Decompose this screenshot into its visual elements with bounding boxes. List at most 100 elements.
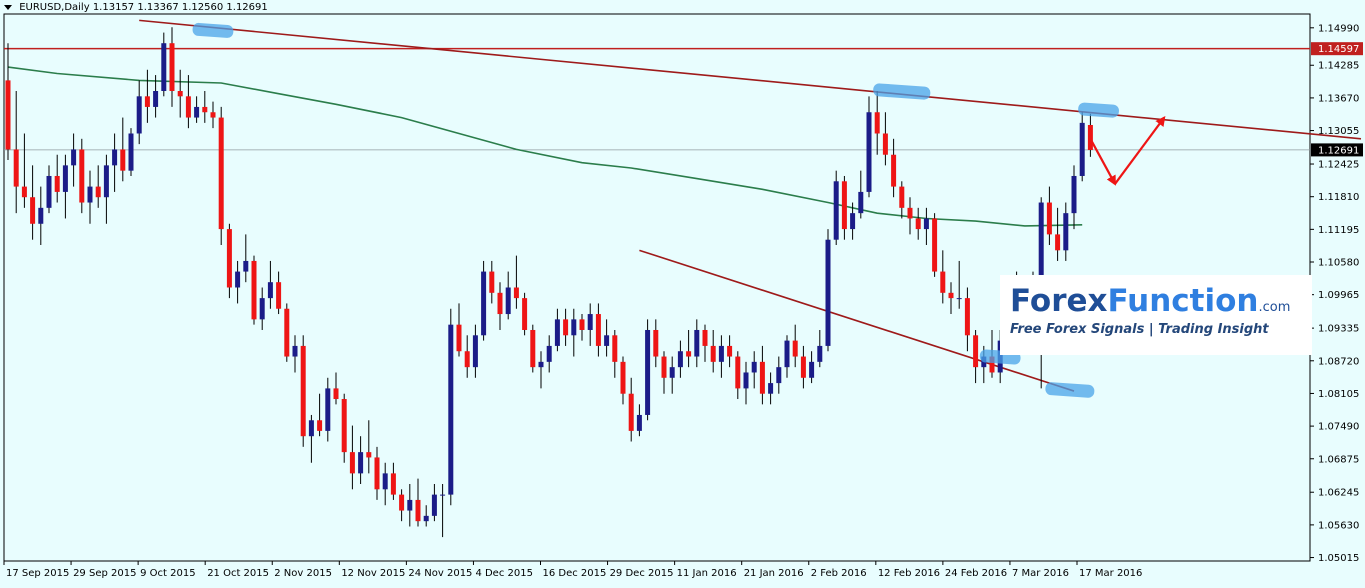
candle-52[interactable] xyxy=(431,483,437,522)
candle-19[interactable] xyxy=(161,32,167,97)
candle-56[interactable] xyxy=(464,335,470,378)
candle-63[interactable] xyxy=(522,292,528,336)
candle-97[interactable] xyxy=(800,345,806,389)
candle-102[interactable] xyxy=(841,175,847,240)
candle-118[interactable] xyxy=(973,329,979,384)
candle-127[interactable] xyxy=(1046,186,1052,246)
candle-95[interactable] xyxy=(784,335,790,378)
candle-61[interactable] xyxy=(505,271,511,320)
candle-36[interactable] xyxy=(300,335,306,447)
candle-5[interactable] xyxy=(46,165,52,214)
candle-62[interactable] xyxy=(513,255,519,309)
candle-104[interactable] xyxy=(858,170,864,219)
candle-58[interactable] xyxy=(481,260,487,341)
candle-16[interactable] xyxy=(136,80,142,145)
candle-85[interactable] xyxy=(702,324,708,362)
candle-15[interactable] xyxy=(128,128,134,176)
candle-13[interactable] xyxy=(112,133,118,192)
candle-34[interactable] xyxy=(284,303,290,362)
candle-69[interactable] xyxy=(571,308,577,357)
candle-130[interactable] xyxy=(1071,165,1077,230)
candle-0[interactable] xyxy=(5,43,11,161)
candle-43[interactable] xyxy=(358,436,364,484)
candle-12[interactable] xyxy=(103,154,109,224)
candle-44[interactable] xyxy=(366,420,372,474)
candle-71[interactable] xyxy=(587,303,593,346)
candle-25[interactable] xyxy=(210,101,216,129)
candle-81[interactable] xyxy=(669,356,675,394)
candle-21[interactable] xyxy=(177,69,183,118)
candle-114[interactable] xyxy=(940,250,946,304)
candle-11[interactable] xyxy=(95,165,101,208)
candle-53[interactable] xyxy=(440,483,446,538)
candle-112[interactable] xyxy=(923,207,929,246)
candle-131[interactable] xyxy=(1079,112,1085,182)
candle-80[interactable] xyxy=(661,351,667,394)
candle-77[interactable] xyxy=(636,404,642,437)
candle-100[interactable] xyxy=(825,229,831,352)
candle-91[interactable] xyxy=(751,351,757,389)
candle-18[interactable] xyxy=(153,75,159,118)
candle-96[interactable] xyxy=(792,324,798,368)
candle-26[interactable] xyxy=(218,106,224,246)
candle-66[interactable] xyxy=(546,335,552,373)
candle-32[interactable] xyxy=(267,260,273,309)
candle-31[interactable] xyxy=(259,287,265,330)
candle-99[interactable] xyxy=(817,329,823,368)
candle-14[interactable] xyxy=(120,117,126,182)
candle-33[interactable] xyxy=(276,271,282,315)
candle-68[interactable] xyxy=(563,308,569,346)
candle-35[interactable] xyxy=(292,335,298,373)
candle-22[interactable] xyxy=(185,75,191,129)
candle-50[interactable] xyxy=(415,478,421,527)
candle-46[interactable] xyxy=(382,462,388,506)
candle-6[interactable] xyxy=(54,154,60,203)
candle-93[interactable] xyxy=(768,372,774,405)
candle-94[interactable] xyxy=(776,356,782,394)
candle-45[interactable] xyxy=(374,446,380,500)
candle-110[interactable] xyxy=(907,197,913,235)
candle-106[interactable] xyxy=(874,91,880,155)
candle-108[interactable] xyxy=(891,138,897,198)
candle-29[interactable] xyxy=(243,234,249,283)
candle-64[interactable] xyxy=(530,324,536,373)
candle-1[interactable] xyxy=(13,91,19,214)
candle-89[interactable] xyxy=(735,351,741,400)
candle-90[interactable] xyxy=(743,361,749,405)
candle-82[interactable] xyxy=(677,340,683,378)
candle-24[interactable] xyxy=(202,91,208,123)
candle-109[interactable] xyxy=(899,181,905,219)
candle-65[interactable] xyxy=(538,351,544,389)
candle-92[interactable] xyxy=(759,345,765,405)
candle-84[interactable] xyxy=(694,319,700,368)
candle-8[interactable] xyxy=(71,133,77,187)
candle-128[interactable] xyxy=(1055,207,1061,261)
candle-113[interactable] xyxy=(932,213,938,277)
candle-59[interactable] xyxy=(489,260,495,304)
candle-41[interactable] xyxy=(341,393,347,463)
candle-38[interactable] xyxy=(317,393,323,437)
candle-116[interactable] xyxy=(956,260,962,309)
candle-73[interactable] xyxy=(604,319,610,357)
candle-129[interactable] xyxy=(1063,202,1069,261)
candle-57[interactable] xyxy=(472,324,478,378)
candle-42[interactable] xyxy=(349,425,355,490)
candle-23[interactable] xyxy=(194,96,200,123)
candle-105[interactable] xyxy=(866,96,872,198)
candle-70[interactable] xyxy=(579,314,585,341)
candle-49[interactable] xyxy=(407,483,413,527)
candle-111[interactable] xyxy=(915,207,921,240)
candle-98[interactable] xyxy=(809,351,815,384)
candle-54[interactable] xyxy=(448,308,454,506)
candle-9[interactable] xyxy=(79,138,85,214)
candle-28[interactable] xyxy=(235,260,241,304)
candle-75[interactable] xyxy=(620,356,626,405)
candle-76[interactable] xyxy=(628,377,634,442)
candle-4[interactable] xyxy=(38,186,44,246)
candle-107[interactable] xyxy=(882,112,888,166)
candle-79[interactable] xyxy=(653,319,659,368)
candle-27[interactable] xyxy=(226,223,232,299)
resistance-trendline[interactable] xyxy=(139,19,1362,140)
candle-3[interactable] xyxy=(30,165,36,240)
